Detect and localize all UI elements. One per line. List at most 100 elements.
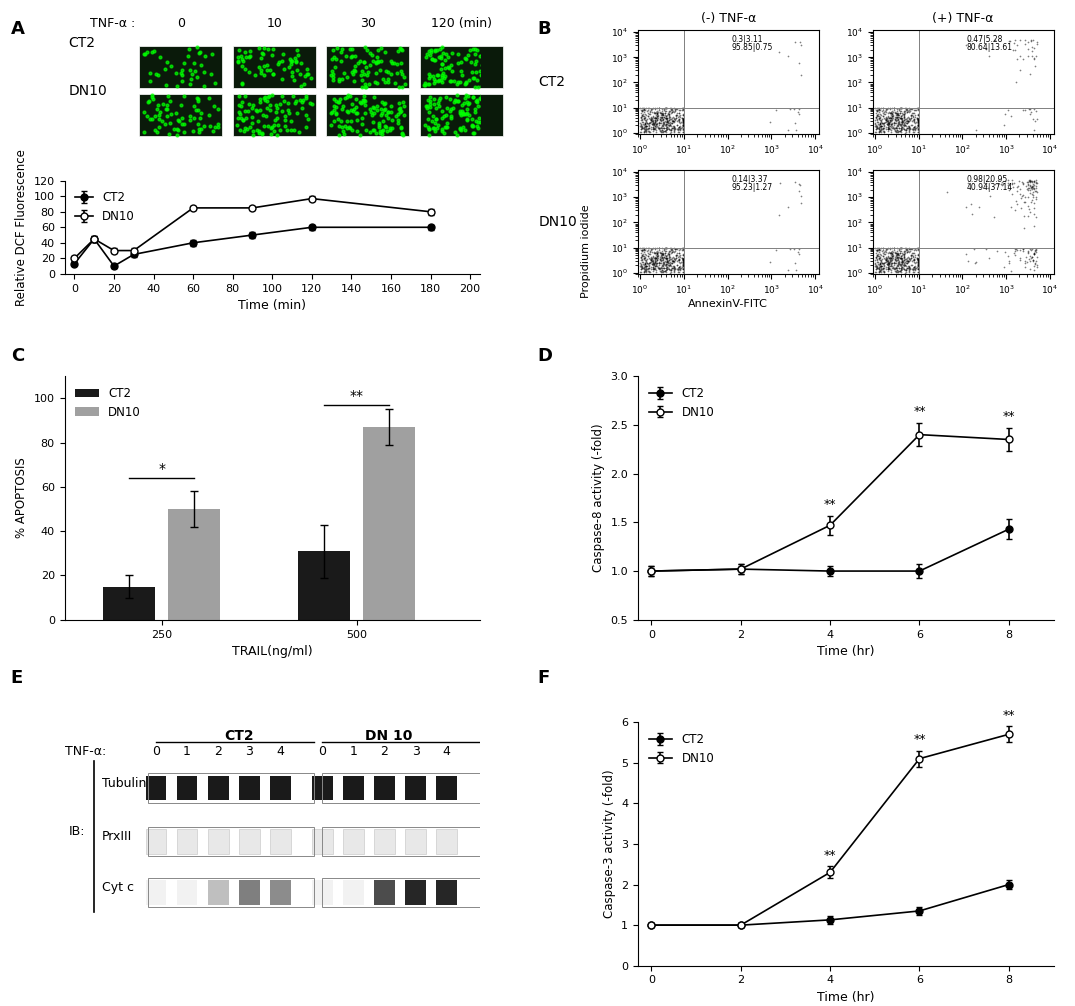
Point xyxy=(663,115,680,131)
Point xyxy=(189,103,206,119)
Point xyxy=(339,69,356,86)
Point xyxy=(657,250,674,267)
Point xyxy=(661,262,678,278)
Point xyxy=(636,256,654,272)
Point xyxy=(661,125,678,141)
Point xyxy=(159,53,176,69)
Point xyxy=(898,120,915,136)
Point xyxy=(674,254,691,270)
Point xyxy=(880,243,898,260)
Point xyxy=(650,121,668,137)
Point xyxy=(662,240,679,257)
Point xyxy=(904,122,921,138)
Point xyxy=(653,248,670,265)
Point xyxy=(1023,241,1041,258)
Point xyxy=(660,255,677,271)
Point xyxy=(375,102,392,118)
Point xyxy=(474,126,491,142)
Point xyxy=(334,99,352,115)
Point xyxy=(876,111,893,127)
Point xyxy=(175,89,192,105)
Point xyxy=(872,255,889,271)
Point xyxy=(141,93,158,109)
Point xyxy=(892,100,909,116)
Point xyxy=(1012,32,1029,48)
Point xyxy=(892,255,909,271)
Point xyxy=(636,115,654,131)
Point xyxy=(670,120,687,136)
Point xyxy=(192,57,210,73)
Point xyxy=(636,245,654,262)
Point xyxy=(663,116,680,132)
Point xyxy=(149,67,167,83)
Point xyxy=(669,114,686,130)
Point xyxy=(904,109,921,125)
Point xyxy=(895,247,913,264)
Point xyxy=(905,259,922,275)
Point xyxy=(904,248,921,265)
Point xyxy=(906,248,923,265)
Point xyxy=(657,256,674,272)
Text: 2: 2 xyxy=(214,744,223,758)
Point xyxy=(469,41,486,57)
Point xyxy=(1021,172,1038,188)
Point xyxy=(647,259,664,275)
Point xyxy=(230,53,247,69)
Point xyxy=(903,110,920,126)
FancyBboxPatch shape xyxy=(176,776,198,800)
Point xyxy=(888,250,905,267)
Point xyxy=(908,110,926,126)
Point xyxy=(648,107,665,123)
Point xyxy=(645,257,662,273)
Point xyxy=(888,261,905,277)
Point xyxy=(891,257,908,273)
Point xyxy=(903,246,920,263)
Point xyxy=(648,105,665,121)
Point xyxy=(643,116,660,132)
Point xyxy=(633,241,650,258)
Point xyxy=(357,78,374,95)
Point xyxy=(909,252,927,268)
Point xyxy=(888,106,905,122)
Point xyxy=(666,102,684,118)
Point xyxy=(188,69,205,86)
Point xyxy=(909,100,927,116)
Point xyxy=(261,97,278,113)
Point xyxy=(658,100,675,116)
Point xyxy=(870,102,887,118)
Point xyxy=(898,254,915,270)
Point xyxy=(901,119,918,135)
Point xyxy=(648,115,665,131)
Point xyxy=(883,244,900,261)
Point xyxy=(901,253,918,269)
Point xyxy=(331,118,348,134)
Text: **: ** xyxy=(1003,409,1015,423)
Point xyxy=(635,124,653,140)
Point xyxy=(648,244,665,261)
Point xyxy=(637,253,655,269)
FancyBboxPatch shape xyxy=(176,829,198,854)
Point xyxy=(634,254,651,270)
Point xyxy=(792,177,809,193)
Point xyxy=(662,118,679,134)
Point xyxy=(170,112,187,128)
Point xyxy=(874,261,891,277)
Point xyxy=(898,240,915,257)
Point xyxy=(488,52,505,68)
Point xyxy=(887,123,904,139)
Point xyxy=(637,240,655,257)
Point xyxy=(261,62,278,78)
Point xyxy=(658,100,675,116)
Point xyxy=(356,105,373,121)
Point xyxy=(252,94,269,110)
Point xyxy=(891,105,908,121)
Point xyxy=(879,258,897,274)
Point xyxy=(908,249,926,266)
Point xyxy=(892,240,909,257)
Point xyxy=(656,260,673,276)
Point xyxy=(889,246,906,263)
Point xyxy=(657,261,674,277)
Point xyxy=(663,121,680,137)
Point xyxy=(897,250,914,267)
Point xyxy=(880,256,898,272)
